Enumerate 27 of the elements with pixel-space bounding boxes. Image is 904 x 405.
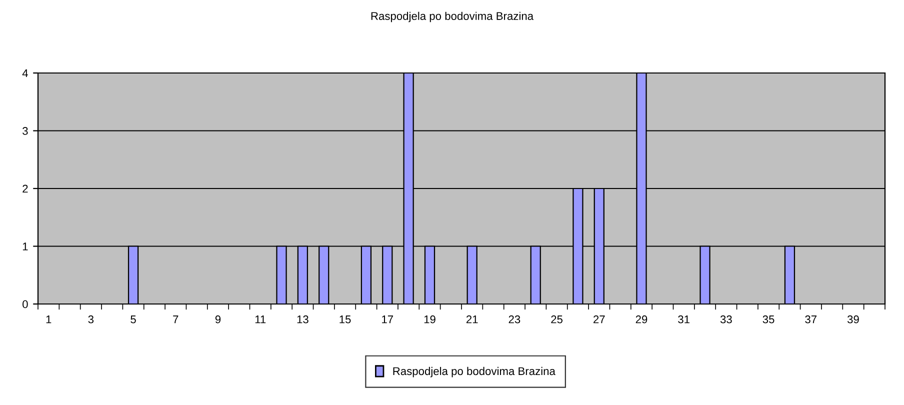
x-tick-label: 17 (382, 316, 394, 324)
x-tick-label: 25 (551, 315, 562, 324)
y-tick-label: 0 (22, 300, 28, 308)
legend-label: Raspodjela po bodovima Brazina (393, 366, 556, 378)
x-tick-label: 19 (424, 315, 436, 324)
y-tick-label: 1 (22, 242, 28, 250)
x-tick-label: 21 (466, 315, 478, 324)
x-tick-label: 1 (46, 316, 52, 324)
y-tick-label: 4 (22, 69, 28, 78)
x-tick-label: 7 (173, 316, 178, 324)
x-tick-label: 37 (805, 315, 817, 324)
x-tick-label: 9 (215, 315, 221, 324)
y-tick-label: 3 (22, 127, 28, 135)
x-tick-label: 5 (130, 316, 136, 324)
x-tick-label: 3 (88, 315, 94, 324)
y-tick-label: 2 (22, 184, 28, 193)
x-tick-label: 15 (340, 316, 351, 324)
chart-title: Raspodjela po bodovima Brazina (371, 12, 534, 22)
x-tick-label: 23 (508, 315, 520, 324)
x-tick-label: 31 (678, 315, 690, 324)
x-tick-label: 33 (720, 315, 732, 324)
x-tick-label: 27 (594, 315, 605, 324)
x-tick-label: 35 (762, 315, 774, 324)
x-tick-label: 11 (255, 316, 266, 324)
x-tick-label: 39 (847, 315, 859, 324)
x-tick-label: 13 (297, 315, 308, 324)
x-tick-label: 29 (636, 315, 648, 324)
